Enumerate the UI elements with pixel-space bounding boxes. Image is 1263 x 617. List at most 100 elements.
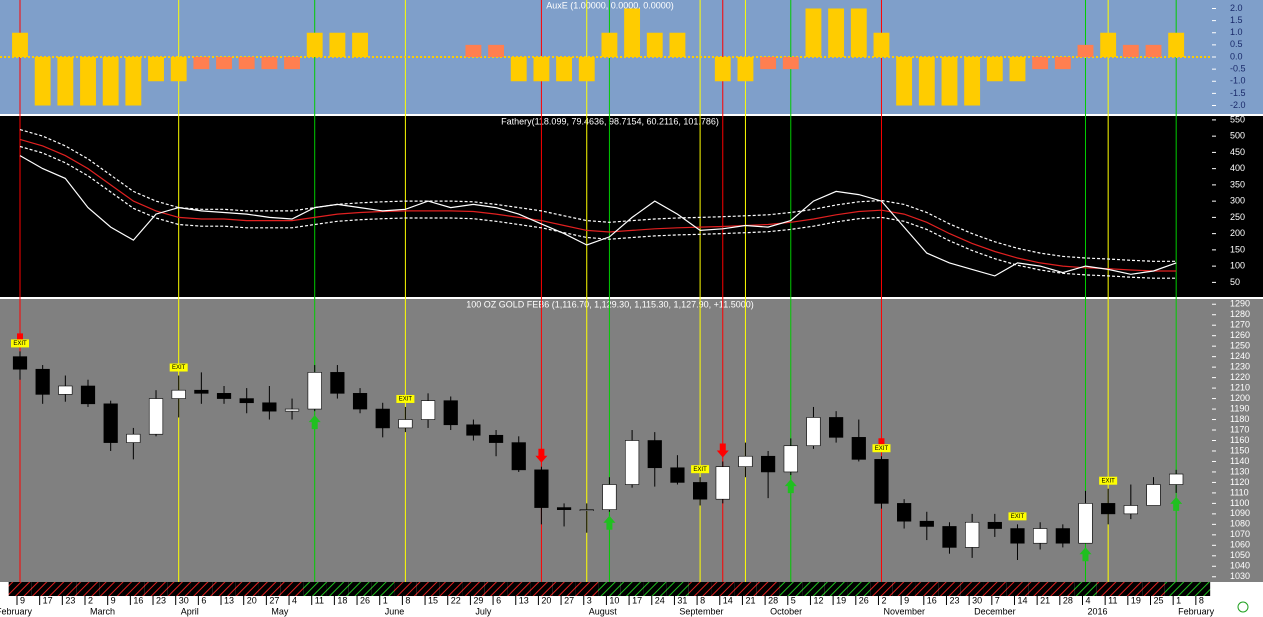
x-tick-label: 30 (972, 595, 982, 605)
panel-title: AuxE (1.00000, 0.0000, 0.0000) (546, 0, 674, 10)
candle-body (80, 385, 96, 405)
aux-bar (1077, 44, 1094, 57)
aux-bar (34, 57, 51, 106)
aux-bar (102, 57, 119, 106)
exit-flag-label: EXIT (693, 467, 707, 473)
candle-body (1055, 528, 1070, 544)
candle-body (1123, 505, 1138, 515)
signal-strip (960, 582, 984, 596)
signal-strip (1119, 582, 1143, 596)
signal-strip (212, 582, 236, 596)
candle-body (738, 455, 753, 468)
x-tick-label: 16 (133, 595, 143, 605)
x-tick-label: 11 (1108, 595, 1117, 605)
y-tick-label: 450 (1230, 147, 1245, 157)
panel-background (0, 116, 1263, 297)
y-tick-label: 1110 (1230, 487, 1249, 497)
candle-body (987, 521, 1002, 529)
signal-strip (235, 582, 259, 596)
exit-flag-label: EXIT (1011, 514, 1025, 520)
x-tick-label: 30 (179, 595, 189, 605)
x-tick-label: 17 (632, 595, 642, 605)
x-tick-label: 5 (791, 595, 796, 605)
exit-flag (691, 465, 710, 474)
y-tick-label: 100 (1230, 261, 1245, 271)
y-tick-label: 1050 (1230, 550, 1250, 560)
candle-body (851, 437, 866, 460)
x-tick-label: 26 (360, 595, 370, 605)
signal-strip (1051, 582, 1075, 596)
buy-arrow (308, 415, 321, 430)
signal-strip (1187, 582, 1211, 596)
x-tick-label: 20 (541, 595, 551, 605)
x-tick-label: 28 (768, 595, 778, 605)
x-tick-label: 21 (1040, 595, 1050, 605)
buy-arrow (1170, 496, 1183, 511)
aux-bar (556, 57, 573, 82)
aux-bar (918, 57, 935, 106)
signal-strip (1164, 582, 1188, 596)
signal-strip (326, 582, 349, 596)
x-tick-label: 6 (201, 595, 206, 605)
y-tick-label: -0.5 (1230, 64, 1246, 74)
signal-strip (892, 582, 916, 596)
signal-strip (258, 582, 281, 596)
candle-body (171, 389, 186, 399)
signal-strip (462, 582, 485, 596)
x-tick-label: 14 (723, 595, 733, 605)
candle-body (1033, 528, 1048, 544)
aux-bar (80, 57, 96, 106)
candle-body (466, 424, 481, 436)
y-tick-label: 1270 (1230, 320, 1250, 330)
signal-strip (8, 582, 32, 596)
signal-strip (416, 582, 440, 596)
candle-body (715, 466, 730, 500)
candle-body (1078, 503, 1093, 544)
x-tick-label: 21 (745, 595, 755, 605)
y-tick-label: 1120 (1230, 477, 1249, 487)
x-tick-label: 23 (156, 595, 166, 605)
aux-bar (510, 57, 527, 82)
candle-body (443, 400, 458, 426)
candle-body (216, 393, 232, 399)
y-tick-label: 1220 (1230, 372, 1250, 382)
y-tick-label: 1150 (1230, 445, 1249, 455)
candle-body (806, 417, 821, 447)
x-tick-label: 28 (1063, 595, 1073, 605)
aux-bar (896, 57, 913, 106)
y-tick-label: 500 (1230, 131, 1245, 141)
month-label: February (1178, 606, 1215, 616)
y-tick-label: 1230 (1230, 362, 1250, 372)
x-tick-label: 9 (904, 595, 909, 605)
aux-bar (986, 57, 1003, 82)
aux-bar (828, 8, 845, 58)
candle-body (239, 398, 254, 404)
month-label: June (385, 606, 405, 616)
y-tick-label: 50 (1230, 277, 1240, 287)
indicator-line (19, 155, 1177, 277)
exit-flag (1008, 512, 1027, 521)
y-tick-label: -2.0 (1230, 100, 1246, 110)
candle-body (534, 469, 549, 508)
candle-body (670, 467, 685, 483)
y-tick-label: 1290 (1230, 299, 1250, 309)
signal-strip (598, 582, 621, 596)
signal-strip (1142, 582, 1165, 596)
x-tick-label: 18 (337, 595, 347, 605)
signal-strip (507, 582, 531, 596)
y-tick-label: 150 (1230, 244, 1245, 254)
x-tick-label: 13 (224, 595, 234, 605)
month-label: December (974, 606, 1016, 616)
y-tick-label: 0.0 (1230, 51, 1243, 61)
candle-body (194, 389, 209, 394)
candle-body (12, 356, 28, 370)
candle-body (1169, 473, 1184, 485)
signal-strip (552, 582, 576, 596)
x-tick-label: 9 (20, 595, 25, 605)
aux-bar (465, 44, 482, 57)
y-tick-label: 1060 (1230, 540, 1250, 550)
aux-bar (352, 32, 368, 57)
exit-flag-label: EXIT (13, 341, 27, 347)
x-tick-label: 19 (836, 595, 846, 605)
